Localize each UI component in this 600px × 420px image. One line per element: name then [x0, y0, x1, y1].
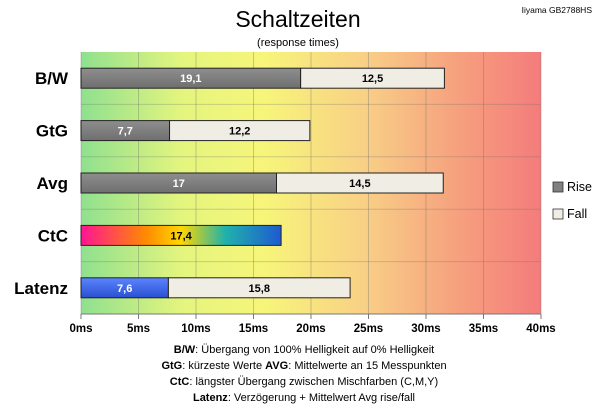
legend: Rise Fall	[552, 180, 592, 221]
corner-label: Iiyama GB2788HS	[522, 5, 593, 15]
legend-swatch-rise	[552, 181, 564, 193]
tick-label-7: 35ms	[469, 323, 498, 335]
note-latenz-key: Latenz	[193, 392, 228, 404]
data-label-fall-1: 12,2	[229, 126, 250, 138]
category-label-4: Latenz	[14, 279, 68, 298]
note-ctc-key: CtC	[170, 376, 190, 388]
tick-label-8: 40ms	[526, 323, 555, 335]
note-latenz: Latenz: Verzögerung + Mittelwert Avg ris…	[193, 392, 415, 404]
legend-swatch-fall	[552, 208, 564, 220]
chart-subtitle: (response times)	[257, 37, 339, 49]
x-ticks: 0ms 5ms 10ms 15ms 20ms 25ms 30ms 35ms 40ms	[69, 314, 556, 335]
tick-label-1: 5ms	[127, 323, 150, 335]
note-bw-key: B/W	[174, 344, 196, 356]
note-gtg-text: : kürzeste Werte	[182, 360, 262, 372]
note-latenz-text: : Verzögerung + Mittelwert Avg rise/fall	[228, 392, 415, 404]
data-label-rise-3: 17,4	[170, 230, 192, 242]
note-gtg-key: GtG	[161, 360, 182, 372]
data-label-rise-1: 7,7	[118, 126, 133, 138]
tick-label-2: 10ms	[181, 323, 210, 335]
legend-label-rise: Rise	[567, 180, 592, 194]
data-label-fall-0: 12,5	[362, 73, 383, 85]
data-label-rise-0: 19,1	[180, 73, 201, 85]
note-ctc-text: : längster Übergang zwischen Mischfarben…	[189, 376, 438, 388]
data-label-fall-4: 15,8	[249, 283, 270, 295]
bar-fall-2	[276, 172, 444, 194]
data-label-rise-4: 7,6	[117, 283, 132, 295]
category-label-0: B/W	[35, 69, 69, 88]
chart-title: Schaltzeiten	[235, 6, 360, 32]
tick-label-5: 25ms	[354, 323, 383, 335]
note-avg-key: AVG	[265, 360, 288, 372]
note-avg-text: : Mittelwerte an 15 Messpunkten	[288, 360, 446, 372]
category-label-1: GtG	[36, 122, 68, 141]
note-bw-text: : Übergang von 100% Helligkeit auf 0% He…	[195, 344, 434, 356]
notes: B/W: Übergang von 100% Helligkeit auf 0%…	[161, 344, 446, 404]
category-labels: B/W GtG Avg CtC Latenz	[14, 69, 69, 298]
tick-label-0: 0ms	[69, 323, 92, 335]
data-label-fall-2: 14,5	[349, 178, 370, 190]
bar-fall-4	[167, 277, 351, 299]
bar-fall-1	[169, 120, 311, 142]
bars: 19,1 12,5 7,7 12,2 17 14,5 17,4 7,6 15,8	[80, 67, 445, 299]
note-bw: B/W: Übergang von 100% Helligkeit auf 0%…	[174, 344, 434, 356]
bar-rise-3	[80, 224, 282, 246]
category-label-3: CtC	[38, 226, 68, 245]
category-label-2: Avg	[37, 174, 69, 193]
data-label-rise-2: 17	[173, 178, 185, 190]
tick-label-4: 20ms	[296, 323, 325, 335]
tick-label-3: 15ms	[239, 323, 268, 335]
tick-label-6: 30ms	[411, 323, 440, 335]
note-ctc: CtC: längster Übergang zwischen Mischfar…	[170, 376, 438, 388]
legend-label-fall: Fall	[567, 207, 587, 221]
note-gtg-avg: GtG: kürzeste Werte AVG: Mittelwerte an …	[161, 360, 446, 372]
bar-fall-0	[300, 67, 445, 89]
